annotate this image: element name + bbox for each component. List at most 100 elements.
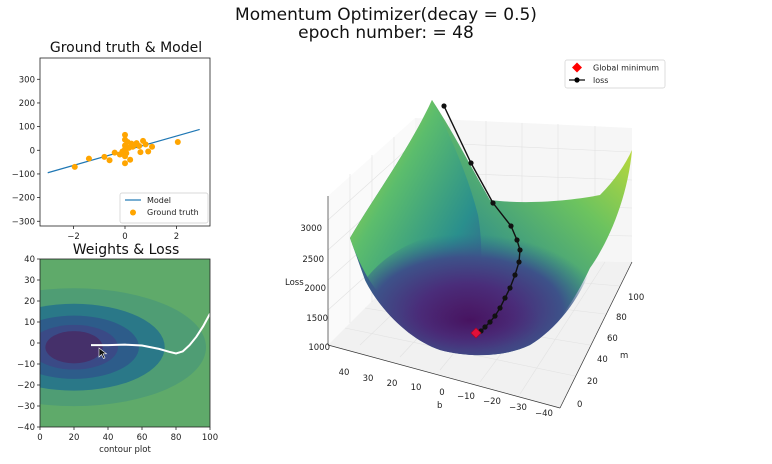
b-tick-label: 30 <box>363 374 374 384</box>
x-tick-label: 60 <box>137 433 148 443</box>
x-tick-label: 0 <box>122 232 127 242</box>
legend-global-minimum-label: Global minimum <box>593 64 659 73</box>
b-tick-label: −40 <box>535 409 553 419</box>
x-tick-label: 2 <box>174 232 179 242</box>
global-minimum-marker <box>470 327 482 339</box>
legend-ground-truth-swatch <box>130 209 136 216</box>
y-tick-label: −200 <box>12 194 35 204</box>
optimizer-trajectory <box>91 313 210 355</box>
loss-path-line <box>443 105 521 334</box>
z-tick-label: 1000 <box>308 343 330 353</box>
figure-subtitle: epoch number: = 48 <box>298 23 474 43</box>
ground-truth-point <box>149 143 156 150</box>
m-tick-label: 80 <box>616 313 627 323</box>
y-tick-label: −30 <box>17 402 35 412</box>
surface-legend: Global minimum loss <box>564 59 666 89</box>
loss-path-point <box>514 237 520 243</box>
z-axis-label: Loss <box>285 278 304 288</box>
ground-truth-model-panel: Ground truth & Model −300 −200 −100 0 100 200… <box>12 40 211 242</box>
x-tick-label: 0 <box>37 433 42 443</box>
m-tick-label: 100 <box>628 293 644 303</box>
loss-path-point <box>502 295 508 301</box>
z-tick-label: 2500 <box>302 255 324 265</box>
ground-truth-point <box>122 131 128 138</box>
ground-truth-point <box>137 149 144 156</box>
loss-path-point <box>487 319 493 325</box>
weights-loss-panel: Weights & Loss −40 −30 −20 −10 0 10 20 30 40 0 20 4… <box>17 242 218 455</box>
mouse-cursor-icon <box>98 347 108 359</box>
ground-truth-point <box>142 141 149 148</box>
ground-truth-point <box>85 155 92 162</box>
loss-path-point <box>490 200 496 206</box>
z-tick-label: 3000 <box>300 224 322 234</box>
ground-truth-model-legend: Model Ground truth <box>119 192 209 224</box>
ground-truth-point <box>111 149 118 156</box>
legend-loss-swatch-dot <box>574 77 580 83</box>
y-tick-label: 10 <box>24 318 35 328</box>
x-tick-label: −2 <box>67 232 80 242</box>
y-tick-label: 0 <box>30 339 35 349</box>
b-axis-label: b <box>437 401 442 411</box>
m-tick-label: 20 <box>587 377 598 387</box>
ground-truth-point <box>136 143 143 150</box>
y-tick-label: 100 <box>19 123 35 133</box>
legend-ground-truth-label: Ground truth <box>147 208 199 217</box>
y-tick-label: 0 <box>30 146 35 156</box>
x-tick-label: 80 <box>171 433 182 443</box>
surface-bowl-core <box>400 290 540 350</box>
loss-path-point <box>508 223 514 229</box>
z-tick-label: 1500 <box>306 314 328 324</box>
ground-truth-point <box>71 163 78 170</box>
ground-truth-point <box>123 150 130 157</box>
b-tick-label: 0 <box>439 388 444 398</box>
b-tick-label: 20 <box>387 379 398 389</box>
y-tick-label: 40 <box>24 255 35 265</box>
y-tick-label: −300 <box>12 217 35 227</box>
loss-surface <box>350 100 632 356</box>
ground-truth-point <box>127 156 134 163</box>
ground-truth-point <box>106 157 113 164</box>
x-tick-label: 40 <box>103 433 114 443</box>
loss-path-point <box>482 324 488 330</box>
b-tick-label: 10 <box>411 383 422 393</box>
m-tick-label: 0 <box>577 400 582 410</box>
optimizer-path <box>441 103 523 339</box>
contour-xlabel: contour plot <box>99 445 151 455</box>
y-tick-label: 20 <box>24 297 35 307</box>
y-tick-label: 300 <box>19 75 35 85</box>
m-tick-label: 60 <box>607 334 618 344</box>
b-tick-label: 40 <box>339 368 350 378</box>
legend-loss-label: loss <box>593 76 608 85</box>
loss-path-point <box>516 259 522 265</box>
x-tick-label: 20 <box>69 433 80 443</box>
legend-global-minimum-swatch <box>572 62 582 73</box>
loss-path-point <box>512 272 518 278</box>
y-tick-label: −10 <box>17 360 35 370</box>
b-tick-label: −10 <box>457 392 475 402</box>
y-tick-label: 30 <box>24 276 35 286</box>
b-tick-label: −30 <box>509 403 527 413</box>
x-tick-label: 100 <box>202 433 218 443</box>
contour-level <box>45 331 103 364</box>
y-tick-label: −20 <box>17 381 35 391</box>
ground-truth-point <box>101 153 108 160</box>
loss-path-point <box>492 313 498 319</box>
loss-path-point <box>468 160 474 166</box>
loss-surface-panel: 3000 2500 2000 1500 1000 Loss 40 30 20 1… <box>285 59 666 419</box>
m-tick-label: 40 <box>597 355 608 365</box>
b-axis: 40 30 20 10 0 −10 −20 −30 −40 b <box>327 344 561 419</box>
figure-title: Momentum Optimizer(decay = 0.5) <box>235 5 537 25</box>
m-axis-label: m <box>620 351 628 361</box>
loss-path-point <box>497 305 503 311</box>
ground-truth-point <box>145 148 152 155</box>
z-tick-label: 2000 <box>304 284 326 294</box>
loss-path-point <box>441 103 447 109</box>
y-tick-label: 200 <box>19 99 35 109</box>
m-axis: 0 20 40 60 80 100 m <box>559 261 644 410</box>
loss-path-point <box>507 285 513 291</box>
weights-loss-title: Weights & Loss <box>73 242 180 258</box>
ground-truth-point <box>122 160 128 167</box>
ground-truth-model-title: Ground truth & Model <box>50 40 202 56</box>
y-tick-label: −100 <box>12 170 35 180</box>
